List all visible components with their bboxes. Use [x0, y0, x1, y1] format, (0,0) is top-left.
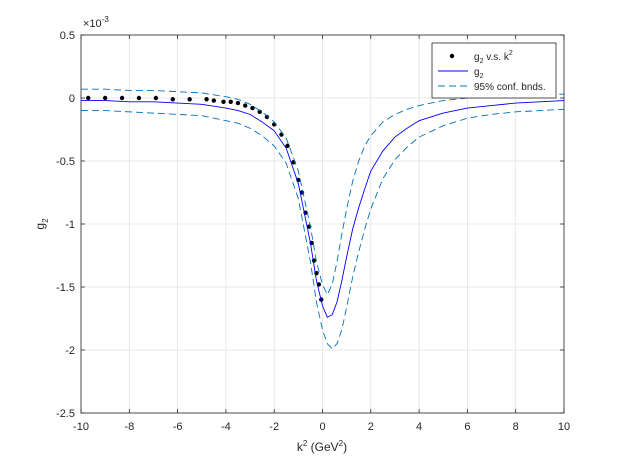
data-point [119, 95, 125, 101]
legend-label: g2 v.s. k2 [474, 50, 513, 65]
y-axis-label: g2 [33, 218, 50, 230]
x-tick-label: 2 [368, 421, 374, 433]
legend-marker-dot [449, 53, 455, 59]
data-point [257, 109, 262, 115]
data-point [235, 100, 241, 106]
x-tick-label: 0 [319, 421, 325, 433]
data-point [170, 97, 175, 102]
x-tick-label: -6 [173, 421, 183, 433]
x-tick-label: 6 [464, 421, 470, 433]
legend: g2 v.s. k2 g2 95% conf. bnds. [431, 42, 557, 99]
x-tick-label: -2 [269, 421, 279, 433]
data-point [250, 105, 255, 111]
data-point [243, 103, 248, 108]
legend-items: g2 v.s. k2 g2 95% conf. bnds. [438, 50, 546, 93]
x-tick-label: 4 [416, 421, 422, 433]
legend-box [431, 42, 557, 99]
y-tick-label: 0 [69, 93, 75, 105]
series-layer [81, 88, 565, 350]
legend-label: 95% conf. bnds. [474, 82, 546, 93]
data-point [204, 97, 209, 102]
ticks: -10 -8 -6 -4 -2 0 2 4 6 8 10 -2.5 -2 -1.5 -1 -0.5 0 0.5 [56, 30, 570, 433]
data-point [285, 143, 290, 149]
data-point [136, 95, 142, 101]
confidence-bound-line [81, 108, 565, 350]
x-tick-label: 10 [558, 421, 570, 433]
legend-label: g2 [474, 67, 484, 80]
x-axis-label: k2 (GeV2) [297, 439, 347, 454]
x-tick-label: -8 [124, 421, 134, 433]
y-tick-label: -1 [65, 219, 75, 231]
fit-line [81, 100, 565, 318]
data-point [102, 95, 108, 101]
x-tick-label: 8 [513, 421, 519, 433]
data-point [153, 95, 159, 101]
data-point [221, 99, 226, 104]
y-tick-label: -1.5 [56, 282, 75, 294]
y-tick-label: -2.5 [56, 408, 75, 420]
y-tick-label: -0.5 [56, 156, 75, 168]
data-point [86, 95, 91, 101]
data-point [211, 98, 217, 103]
x-tick-label: -10 [73, 421, 89, 433]
confidence-bound-line [81, 88, 564, 296]
data-point [264, 114, 270, 120]
x-tick-label: -4 [221, 421, 231, 433]
y-tick-label: -2 [65, 345, 75, 357]
data-point [187, 97, 192, 102]
data-point [228, 99, 233, 104]
y-tick-label: 0.5 [60, 30, 75, 42]
y-exponent-label: ×10-3 [83, 15, 109, 30]
data-point [279, 132, 284, 137]
